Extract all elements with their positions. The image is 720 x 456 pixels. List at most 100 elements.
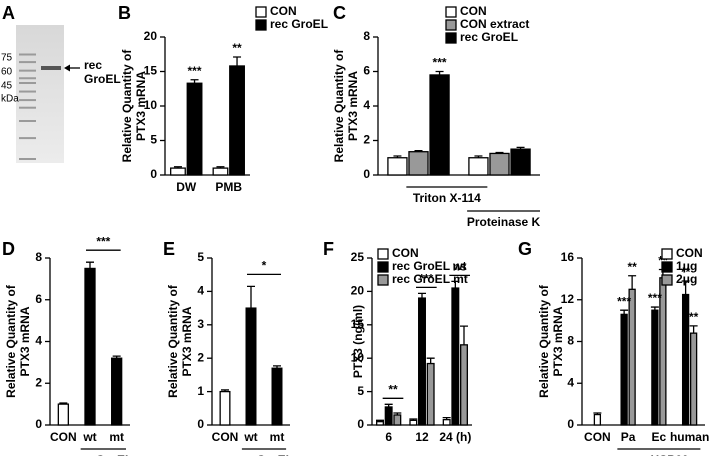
group-label: rec HSP60 (629, 453, 689, 456)
error-bar (442, 417, 451, 420)
bar (229, 65, 245, 176)
bar (212, 167, 229, 176)
y-tick-label: 5 (150, 133, 157, 147)
legend-swatch (377, 248, 389, 260)
group-label: rec GroEL (74, 453, 132, 456)
significance: *** (433, 56, 447, 70)
bar (681, 293, 690, 426)
error-bar (221, 389, 229, 392)
error-bar (393, 412, 402, 415)
legend-label: rec GroEL (460, 30, 518, 44)
legend-label: rec GroEL (270, 17, 328, 31)
error-bar (593, 412, 602, 415)
y-tick-label: 0 (567, 417, 574, 431)
y-tick-label: 25 (351, 250, 365, 264)
panel-letter: D (2, 239, 15, 259)
x-tick-label: CON (584, 430, 611, 444)
y-axis-label: PTX3 mRNA (180, 306, 194, 376)
significance: ** (658, 254, 668, 268)
x-tick-label: human (670, 430, 709, 444)
error-bar (620, 309, 629, 315)
legend-swatch (661, 248, 673, 260)
legend-label: rec GroEL mt (392, 272, 468, 286)
bar (219, 390, 231, 426)
x-tick-label: wt (243, 430, 257, 444)
y-tick-label: 10 (144, 98, 158, 112)
panel-letter: E (163, 239, 175, 259)
y-tick-label: 8 (35, 250, 42, 264)
x-tick-label: DW (176, 180, 197, 194)
bar (460, 344, 468, 426)
legend-label: 1μg (676, 259, 697, 273)
marker-label: 60 (1, 67, 13, 78)
bar (429, 74, 450, 176)
y-tick-label: 5 (357, 384, 364, 398)
error-bar (216, 166, 225, 169)
error-bar (273, 365, 281, 369)
x-tick-label: Ec (652, 430, 667, 444)
significance: ns (453, 260, 467, 274)
legend-label: rec GroEL wt (392, 259, 466, 273)
y-axis-label: PTX3 mRNA (134, 71, 148, 141)
bar (84, 267, 96, 426)
significance: *** (96, 234, 110, 248)
y-tick-label: 2 (363, 133, 370, 147)
panel-letter: F (323, 239, 334, 259)
y-tick-label: 4 (363, 98, 370, 112)
significance: *** (648, 291, 662, 305)
error-bar (190, 79, 199, 84)
significance: * (262, 259, 267, 273)
x-tick-label: mt (270, 430, 285, 444)
error-bar (451, 280, 460, 289)
y-tick-label: 20 (351, 284, 365, 298)
bar (170, 167, 186, 176)
y-tick-label: 8 (567, 334, 574, 348)
x-tick-label: 24 (h) (439, 430, 471, 444)
marker-label: 75 (1, 53, 13, 64)
bar (451, 287, 460, 426)
bar (489, 152, 510, 176)
legend-swatch (661, 274, 673, 286)
y-tick-label: 12 (561, 292, 575, 306)
error-bar (247, 285, 255, 309)
significance: ** (689, 310, 699, 324)
y-tick-label: 4 (197, 284, 204, 298)
legend-swatch (445, 6, 457, 18)
y-tick-label: 2 (35, 375, 42, 389)
y-tick-label: 0 (35, 417, 42, 431)
x-tick-label: 6 (385, 430, 392, 444)
bar (593, 413, 602, 426)
legend-swatch (445, 32, 457, 44)
significance: ** (627, 260, 637, 274)
significance: *** (188, 64, 202, 78)
error-bar (173, 166, 182, 169)
bar (393, 414, 402, 426)
y-axis-label: Relative Quantity of (332, 49, 346, 163)
y-tick-label: 6 (363, 64, 370, 78)
error-bar (495, 151, 504, 154)
y-tick-label: 16 (561, 250, 575, 264)
error-bar (426, 357, 435, 364)
x-tick-label: CON (212, 430, 239, 444)
error-bar (384, 403, 393, 407)
y-axis-label: PTX3 mRNA (551, 306, 565, 376)
y-tick-label: 6 (35, 292, 42, 306)
gel (16, 25, 64, 163)
legend-label: CON (392, 246, 419, 260)
y-tick-label: 10 (351, 350, 365, 364)
x-tick-label: CON (50, 430, 77, 444)
y-axis-label: Relative Quantity of (166, 284, 180, 398)
bar (376, 421, 384, 426)
y-tick-label: 5 (197, 250, 204, 264)
bar (689, 332, 698, 426)
y-axis-label: Relative Quantity of (537, 284, 551, 398)
error-bar (418, 292, 426, 299)
error-bar (474, 155, 483, 158)
bar (628, 288, 636, 426)
panel-letter: G (518, 239, 532, 259)
gel-band (19, 61, 36, 64)
y-tick-label: 0 (150, 167, 157, 181)
gel-band (19, 53, 36, 56)
bar (57, 403, 69, 426)
bar (186, 82, 203, 176)
